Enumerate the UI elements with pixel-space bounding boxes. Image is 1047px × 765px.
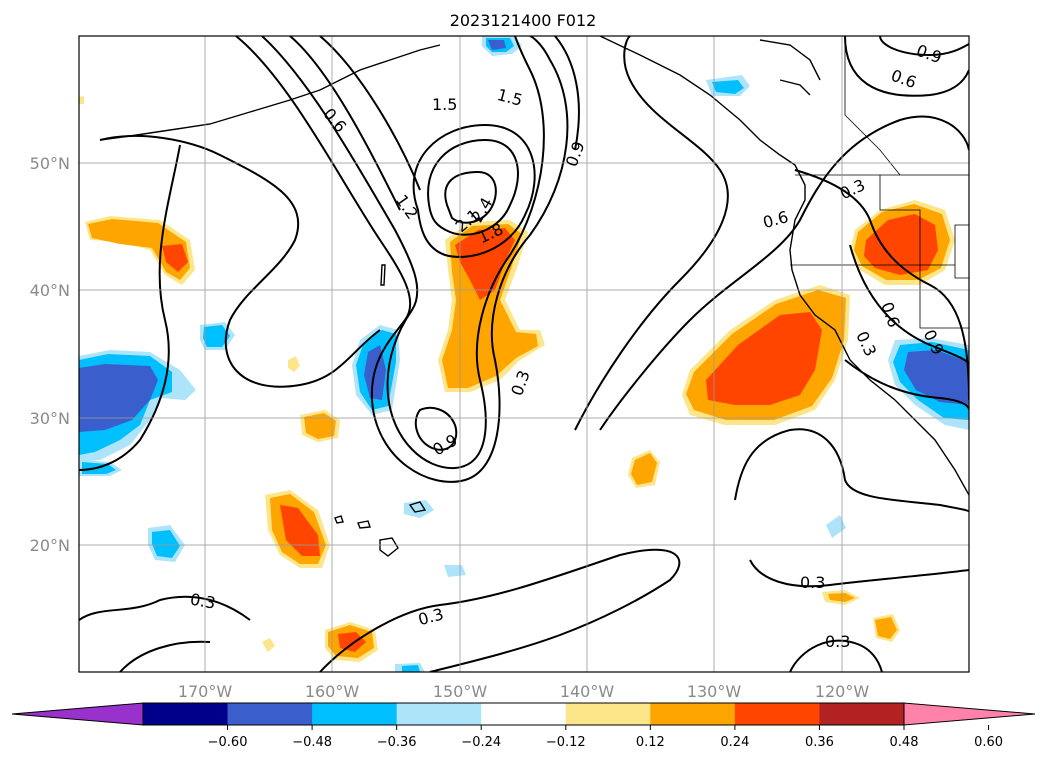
political-borders xyxy=(790,36,969,329)
colorbar-tick-label: −0.36 xyxy=(377,735,417,750)
longitude-labels: 170°W 160°W 150°W 140°W 130°W 120°W xyxy=(178,682,870,701)
lat-label: 40°N xyxy=(30,281,70,300)
colorbar-segment xyxy=(396,703,482,725)
colorbar-extend-right xyxy=(903,702,1036,726)
colorbar-tick-label: 0.48 xyxy=(890,735,919,750)
colorbar-segment xyxy=(312,703,398,725)
colorbar-tick-label: −0.12 xyxy=(546,735,586,750)
colorbar-segment xyxy=(819,703,905,725)
contour-label: 0.3 xyxy=(800,573,825,592)
lon-label: 140°W xyxy=(560,682,615,701)
colorbar-segment xyxy=(734,703,820,725)
colorbar-extend-left xyxy=(11,702,144,726)
lat-label: 20°N xyxy=(30,536,70,555)
plot-area: 1.5 1.5 0.6 0.9 1.2 2.4 2.1 1.8 0.3 0.9 … xyxy=(79,36,969,672)
colorbar-segment xyxy=(481,703,567,725)
lat-label: 50°N xyxy=(30,154,70,173)
lon-label: 120°W xyxy=(815,682,870,701)
colorbar-segment xyxy=(227,703,313,725)
colorbar-segment xyxy=(143,703,229,725)
colorbar-tick-label: 0.60 xyxy=(974,735,1003,750)
lon-label: 160°W xyxy=(305,682,360,701)
colorbar-tick-label: 0.12 xyxy=(636,735,665,750)
gridlines xyxy=(79,36,969,672)
map-title: 2023121400 F012 xyxy=(450,11,597,30)
latitude-labels: 50°N 40°N 30°N 20°N xyxy=(30,154,70,555)
positive-anomaly-fills xyxy=(79,96,955,662)
colorbar-segment xyxy=(650,703,736,725)
colorbar-segments xyxy=(143,703,905,725)
contour-lines xyxy=(79,36,969,672)
colorbar-segment xyxy=(565,703,651,725)
lon-label: 130°W xyxy=(687,682,742,701)
colorbar-frame xyxy=(142,702,905,726)
lat-label: 30°N xyxy=(30,409,70,428)
colorbar-tick-label: −0.48 xyxy=(292,735,332,750)
colorbar-tick-label: −0.60 xyxy=(208,735,248,750)
lon-label: 170°W xyxy=(178,682,233,701)
colorbar-tick-label: 0.24 xyxy=(720,735,749,750)
colorbar: −0.60 −0.48 −0.36 −0.24 −0.12 0.12 0.24 0.36 0.4… xyxy=(11,702,1036,750)
coastlines xyxy=(99,36,969,557)
contour-label: 1.5 xyxy=(432,95,457,114)
plot-frame xyxy=(78,35,970,673)
colorbar-tick-label: −0.24 xyxy=(461,735,501,750)
colorbar-tick-label: 0.36 xyxy=(805,735,834,750)
contour-label: 0.3 xyxy=(189,590,217,613)
lon-label: 150°W xyxy=(433,682,488,701)
colorbar-ticks: −0.60 −0.48 −0.36 −0.24 −0.12 0.12 0.24 0.36 0.4… xyxy=(208,725,1003,750)
contour-label: 0.3 xyxy=(825,632,850,651)
